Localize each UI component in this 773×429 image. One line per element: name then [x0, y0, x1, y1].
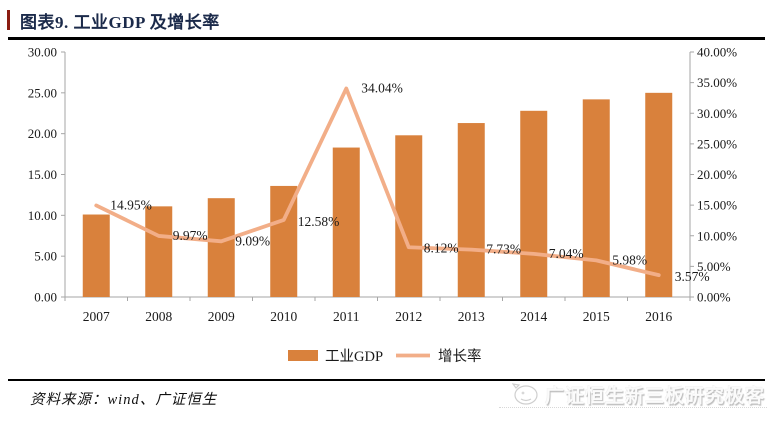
right-axis-tick-label: 40.00%	[697, 45, 737, 60]
x-axis-category-label: 2009	[208, 309, 235, 324]
growth-rate-point-label: 9.97%	[173, 228, 208, 243]
left-axis-tick-label: 15.00	[28, 167, 57, 182]
brand-underline	[499, 407, 767, 408]
growth-rate-point-label: 14.95%	[110, 197, 152, 212]
brand-watermark-text: 广证恒生新三板研究极客	[544, 386, 765, 407]
whale-logo-icon	[511, 382, 538, 405]
x-axis-category-label: 2011	[333, 309, 360, 324]
gdp-bar-2011	[332, 147, 360, 297]
gdp-bar-2008	[145, 206, 173, 297]
chart-area: 0.00 5.00 10.00 15.00 20.00 25.00 30.00 0.00% 5.…	[0, 40, 773, 370]
left-axis-tick-label: 0.00	[34, 290, 57, 305]
gdp-bar-2009	[207, 198, 235, 297]
footer-divider	[8, 379, 765, 381]
growth-rate-point-label: 7.73%	[486, 242, 521, 257]
left-axis-tick-label: 30.00	[28, 45, 57, 60]
right-axis-tick-label: 10.00%	[697, 228, 737, 243]
gdp-bar-2014	[520, 110, 548, 297]
growth-rate-point-label: 7.04%	[549, 246, 584, 261]
growth-rate-point-label: 5.98%	[612, 252, 647, 267]
brand-watermark: 广证恒生新三板研究极客	[511, 381, 765, 408]
gdp-bar-2016	[645, 92, 673, 297]
legend-label-gdp: 工业GDP	[325, 348, 383, 365]
x-axis-category-label: 2013	[458, 309, 485, 324]
x-axis-category-label: 2014	[520, 309, 547, 324]
legend-swatch-gdp	[288, 350, 318, 361]
right-axis-tick-label: 15.00%	[697, 198, 737, 213]
right-axis-tick-label: 30.00%	[697, 106, 737, 121]
x-axis-category-label: 2016	[645, 309, 672, 324]
chart-canvas: 0.00 5.00 10.00 15.00 20.00 25.00 30.00 0.00% 5.…	[28, 45, 738, 366]
growth-rate-point-label: 8.12%	[424, 240, 459, 255]
left-axis-tick-label: 20.00	[28, 126, 57, 141]
red-accent-bar	[7, 10, 10, 30]
gdp-bar-2013	[457, 123, 485, 297]
left-axis-tick-label: 25.00	[28, 85, 57, 100]
left-axis-tick-label: 5.00	[34, 249, 57, 264]
gdp-bar-2012	[395, 135, 423, 297]
left-axis-tick-label: 10.00	[28, 208, 57, 223]
gdp-bar-2015	[582, 99, 610, 297]
x-axis-category-label: 2012	[395, 309, 422, 324]
source-note: 资料来源：wind、广证恒生	[30, 392, 218, 408]
growth-rate-point-label: 9.09%	[235, 233, 270, 248]
figure-title: 图表9. 工业GDP 及增长率	[20, 13, 220, 32]
legend-label-growth: 增长率	[438, 348, 482, 365]
x-axis-category-label: 2010	[270, 309, 297, 324]
right-axis-tick-label: 5.00%	[697, 259, 731, 274]
right-axis-tick-label: 20.00%	[697, 167, 737, 182]
figure-title-row: 图表9. 工业GDP 及增长率	[7, 0, 765, 40]
x-axis-category-label: 2007	[83, 309, 110, 324]
growth-rate-point-label: 12.58%	[298, 214, 340, 229]
x-axis-category-label: 2008	[145, 309, 172, 324]
x-axis-category-label: 2015	[583, 309, 610, 324]
growth-rate-point-label: 34.04%	[361, 81, 403, 96]
gdp-bar-2007	[82, 214, 110, 297]
right-axis-tick-label: 25.00%	[697, 136, 737, 151]
growth-rate-line	[94, 86, 661, 278]
right-axis-tick-label: 0.00%	[697, 290, 731, 305]
right-axis-tick-label: 35.00%	[697, 75, 737, 90]
growth-rate-point-label: 3.57%	[675, 269, 710, 284]
